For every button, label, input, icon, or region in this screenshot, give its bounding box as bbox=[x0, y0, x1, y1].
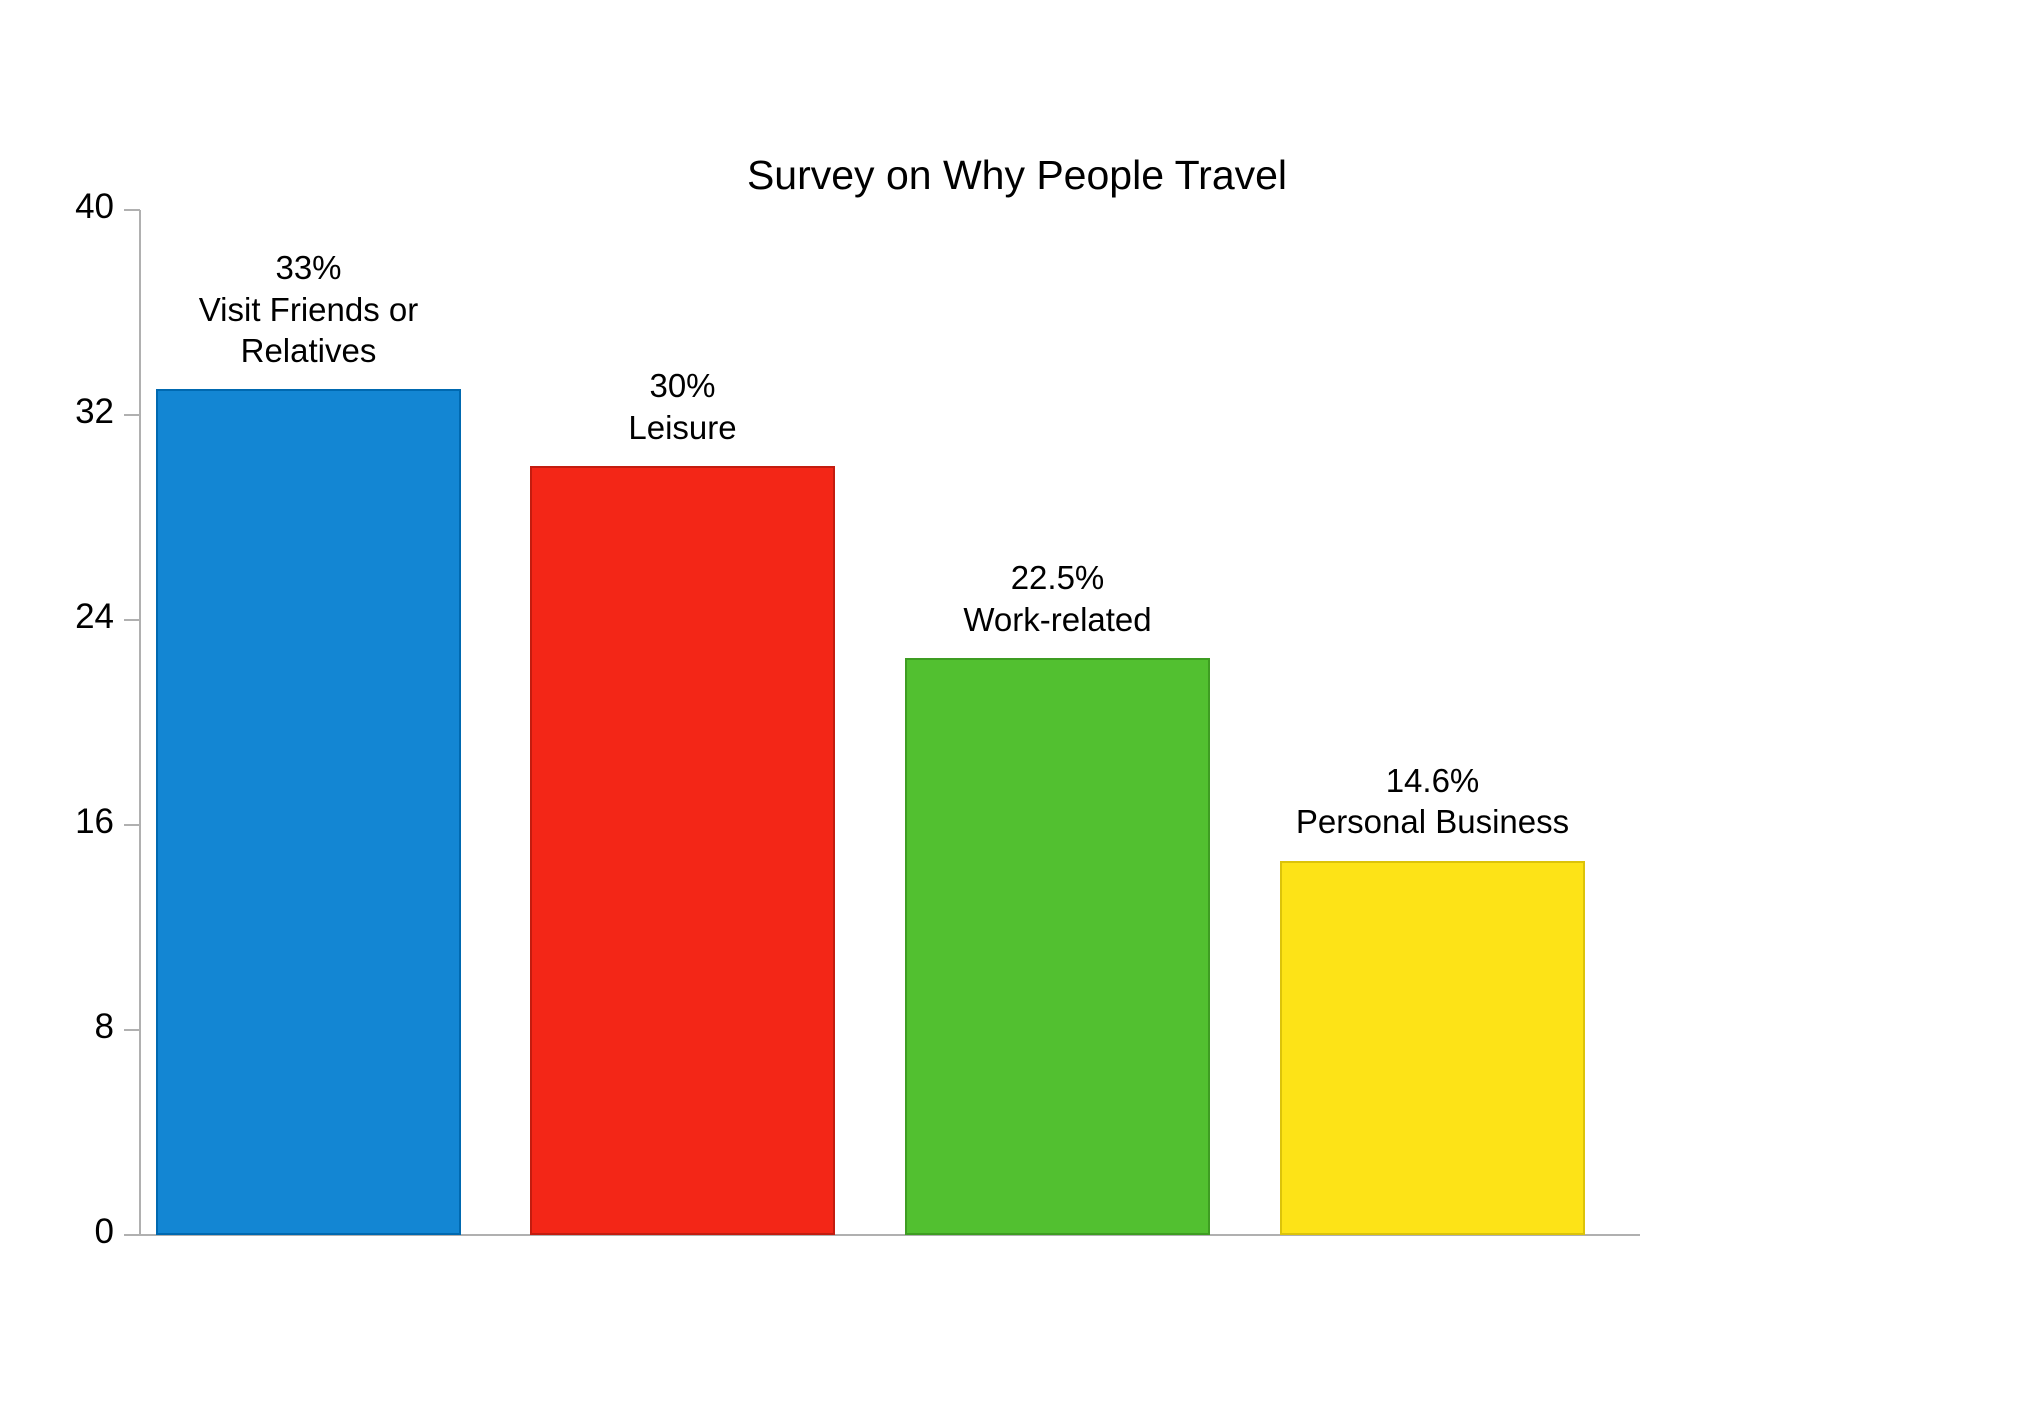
bar bbox=[156, 389, 461, 1235]
y-tick-mark bbox=[124, 619, 140, 621]
y-tick-mark bbox=[124, 1234, 140, 1236]
bar-percent: 22.5% bbox=[875, 557, 1240, 598]
bar-label: 30%Leisure bbox=[500, 365, 865, 448]
bar bbox=[530, 466, 835, 1235]
bar bbox=[1280, 861, 1585, 1235]
bar-category: Work-related bbox=[875, 599, 1240, 640]
y-tick-label: 16 bbox=[34, 802, 114, 842]
bar-label: 14.6%Personal Business bbox=[1250, 760, 1615, 843]
y-tick-label: 8 bbox=[34, 1007, 114, 1047]
bar-label: 22.5%Work-related bbox=[875, 557, 1240, 640]
y-tick-label: 24 bbox=[34, 597, 114, 637]
y-tick-mark bbox=[124, 1029, 140, 1031]
y-tick-label: 0 bbox=[34, 1212, 114, 1252]
y-tick-label: 40 bbox=[34, 187, 114, 227]
y-tick-label: 32 bbox=[34, 392, 114, 432]
bar-category: Leisure bbox=[500, 407, 865, 448]
bar-percent: 30% bbox=[500, 365, 865, 406]
bar bbox=[905, 658, 1210, 1235]
bar-label: 33%Visit Friends or Relatives bbox=[126, 247, 491, 371]
bar-chart: Survey on Why People Travel 0 8 16 24 32 40 3… bbox=[0, 0, 2034, 1426]
bar-category: Personal Business bbox=[1250, 801, 1615, 842]
y-tick-mark bbox=[124, 824, 140, 826]
chart-title: Survey on Why People Travel bbox=[0, 152, 2034, 199]
y-tick-mark bbox=[124, 414, 140, 416]
y-tick-mark bbox=[124, 209, 140, 211]
bar-percent: 14.6% bbox=[1250, 760, 1615, 801]
bar-percent: 33% bbox=[126, 247, 491, 288]
bar-category: Visit Friends or Relatives bbox=[126, 289, 491, 372]
